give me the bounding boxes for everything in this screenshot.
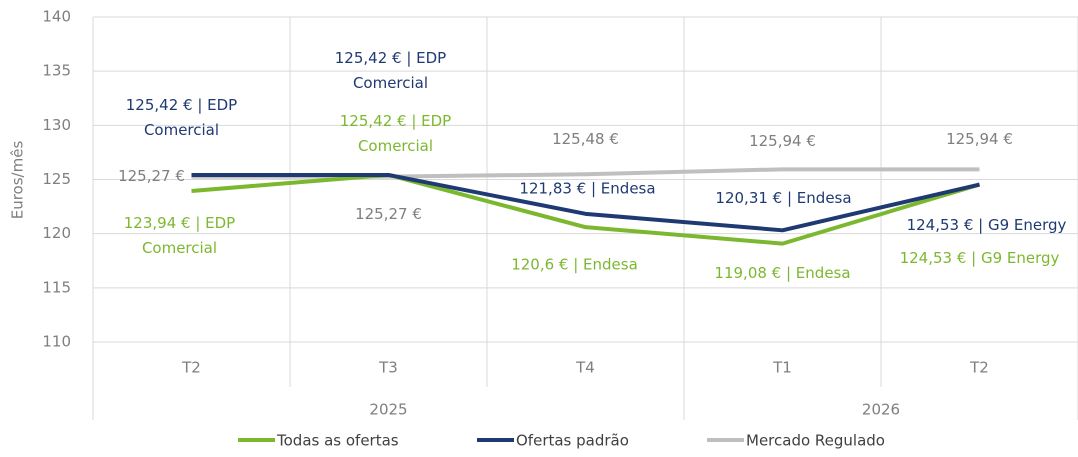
y-tick-label: 130 xyxy=(42,116,71,134)
x-tick-label: T2 xyxy=(969,359,989,377)
line-series xyxy=(191,172,981,246)
y-tick-label: 110 xyxy=(42,333,71,351)
data-label: 124,53 € | G9 Energy xyxy=(907,216,1067,234)
y-tick-label: 120 xyxy=(42,224,71,242)
y-tick-label: 115 xyxy=(42,278,71,296)
data-label: 125,27 € xyxy=(355,205,422,223)
data-label: 120,31 € | Endesa xyxy=(715,189,851,207)
legend-label: Todas as ofertas xyxy=(276,432,399,450)
data-label: 121,83 € | Endesa xyxy=(519,179,655,197)
data-label: 125,48 € xyxy=(552,130,619,148)
x-group-label: 2026 xyxy=(862,401,900,419)
data-label: 124,53 € | G9 Energy xyxy=(900,249,1060,267)
data-label: 125,94 € xyxy=(946,130,1013,148)
y-tick-label: 125 xyxy=(42,170,71,188)
x-tick-label: T4 xyxy=(575,359,595,377)
data-label: 125,42 € | EDP Comercial xyxy=(340,111,451,154)
y-tick-label: 140 xyxy=(42,8,71,26)
data-label: 125,27 € xyxy=(118,167,185,185)
data-label: 125,42 € | EDP Comercial xyxy=(126,95,237,138)
data-label: 123,94 € | EDP Comercial xyxy=(124,213,235,256)
y-tick-label: 135 xyxy=(42,62,71,80)
x-tick-label: T1 xyxy=(772,359,792,377)
data-label: 125,42 € | EDP Comercial xyxy=(335,48,446,91)
legend-label: Ofertas padrão xyxy=(516,432,629,450)
line-series xyxy=(191,172,980,233)
data-label: 125,94 € xyxy=(749,132,816,150)
y-axis-title: Euros/mês xyxy=(9,141,27,220)
x-tick-label: T3 xyxy=(378,359,398,377)
legend-label: Mercado Regulado xyxy=(746,432,885,450)
x-group-label: 2025 xyxy=(369,401,407,419)
x-tick-label: T2 xyxy=(181,359,201,377)
data-label: 119,08 € | Endesa xyxy=(714,264,850,282)
data-label: 120,6 € | Endesa xyxy=(511,256,638,274)
